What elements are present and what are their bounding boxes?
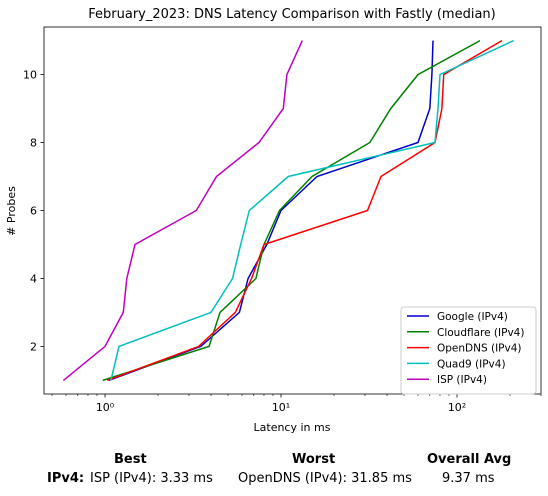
worst-value: OpenDNS (IPv4): 31.85 ms [238,471,412,486]
series-line-3 [110,39,515,381]
y-tick-label: 8 [30,137,37,150]
latency-chart: February_2023: DNS Latency Comparison wi… [5,7,542,434]
y-tick-label: 10 [23,69,37,82]
legend-label: ISP (IPv4) [437,374,487,386]
legend-box [400,306,537,395]
best-header: Best [114,452,147,467]
y-tick-label: 4 [30,272,37,285]
series-line-4 [62,40,303,381]
x-tick-label: 10² [448,401,466,414]
legend-label: Google (IPv4) [437,311,508,323]
y-axis-ticks: 2 4 6 8 10 [23,69,44,353]
legend-label: OpenDNS (IPv4) [437,343,522,355]
legend: Google (IPv4) Cloudflare (IPv4) OpenDNS (I… [400,306,537,395]
best-value: ISP (IPv4): 3.33 ms [90,471,213,486]
series-line-2 [107,39,503,382]
avg-header: Overall Avg [427,452,512,467]
chart-title: February_2023: DNS Latency Comparison wi… [88,7,495,22]
x-tick-label: 10¹ [272,401,290,414]
x-axis-ticks: 10⁰ 10¹ 10² [51,394,542,414]
series-line-0 [108,40,434,382]
summary-table: Best Worst Overall Avg IPv4: ISP (IPv4):… [0,448,548,496]
avg-value: 9.37 ms [442,471,495,486]
y-axis-label: # Probes [5,186,18,236]
y-tick-label: 6 [30,205,37,218]
legend-label: Quad9 (IPv4) [437,358,506,370]
plot-lines [62,39,515,382]
y-tick-label: 2 [30,340,37,353]
legend-label: Cloudflare (IPv4) [437,327,524,339]
worst-header: Worst [292,452,336,467]
row-label-ipv4: IPv4: [47,471,85,486]
x-tick-label: 10⁰ [96,401,115,414]
x-axis-label: Latency in ms [254,421,331,434]
series-line-1 [102,39,481,382]
